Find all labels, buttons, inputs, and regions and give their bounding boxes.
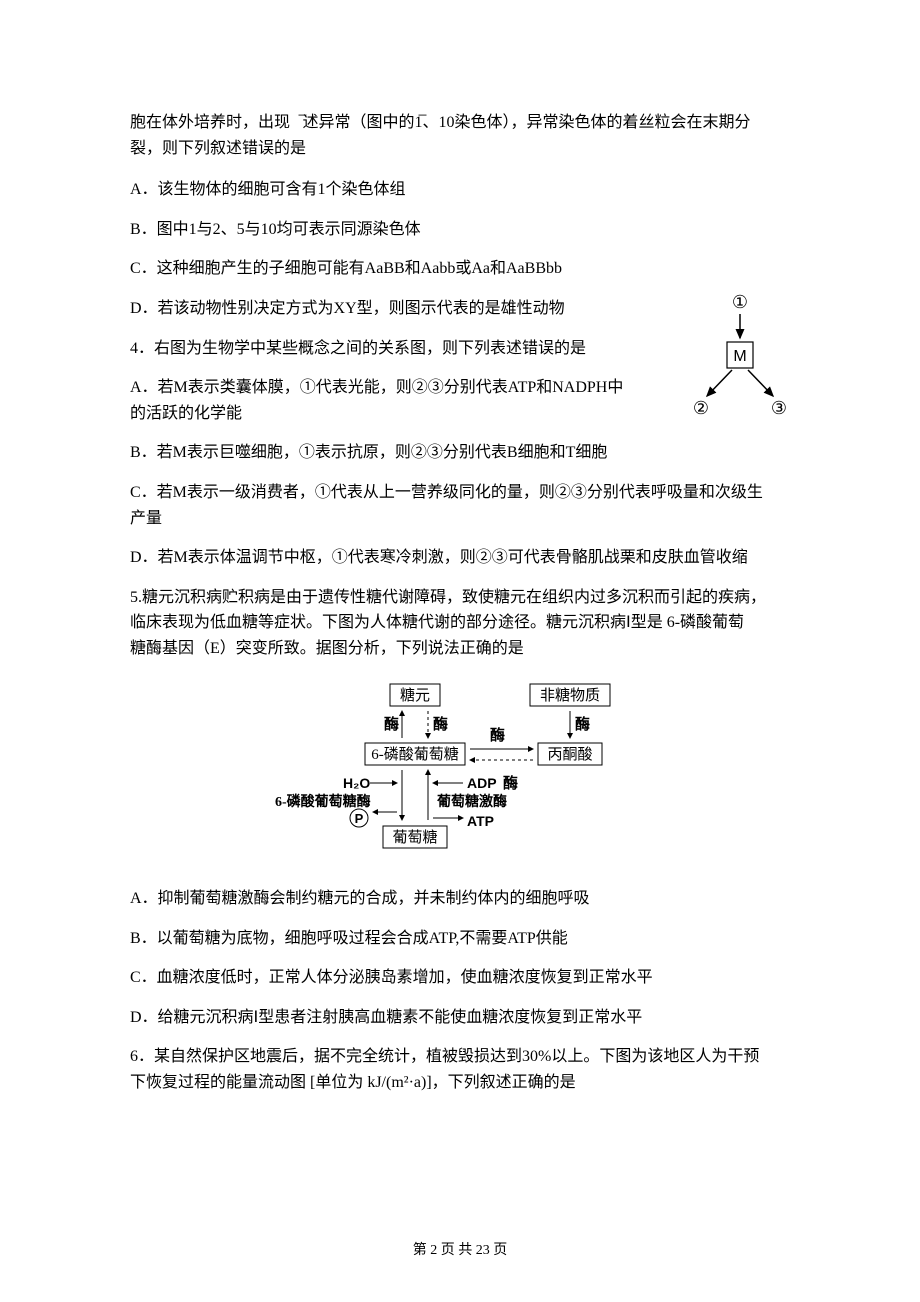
label-putao: 葡萄糖 — [392, 829, 437, 846]
q3-option-a: A．该生物体的细胞可含有1个染色体组 — [130, 177, 790, 203]
q5-option-c: C．血糖浓度低时，正常人体分泌胰岛素增加，使血糖浓度恢复到正常水平 — [130, 965, 790, 991]
q6-stem-l1: 6．某自然保护区地震后，据不完全统计，植被毁损达到30%以上。下图为该地区人为干… — [130, 1044, 790, 1070]
q5-option-b: B．以葡萄糖为底物，细胞呼吸过程会合成ATP,不需要ATP供能 — [130, 926, 790, 952]
q5-stem-l2: 临床表现为低血糖等症状。下图为人体糖代谢的部分途径。糖元沉积病Ⅰ型是 6-磷酸葡… — [130, 610, 790, 636]
label-adp: ADP — [467, 775, 497, 791]
label-p: P — [355, 811, 364, 826]
node-2: ② — [693, 398, 709, 418]
q5-stem-l3: 糖酶基因（E）突变所致。据图分析，下列说法正确的是 — [130, 636, 790, 662]
node-1: ① — [732, 292, 748, 312]
node-3: ③ — [771, 398, 787, 418]
arrow-m-2 — [707, 370, 732, 396]
q3-option-c: C．这种细胞产生的子细胞可能有AaBB和Aabb或Aa和AaBBbb — [130, 256, 790, 282]
mei-right: 酶 — [433, 715, 448, 733]
q4-block: 4．右图为生物学中某些概念之间的关系图，则下列表述错误的是 A．若M表示类囊体膜… — [130, 336, 790, 427]
label-feitang: 非糖物质 — [540, 687, 600, 704]
q4-diagram: ① M ② ③ — [685, 292, 795, 412]
arrow-m-3 — [748, 370, 773, 396]
q4-option-b: B．若M表示巨噬细胞，①表示抗原，则②③分别代表B细胞和T细胞 — [130, 440, 790, 466]
footer-total: 23 — [476, 1243, 490, 1258]
mei-ft: 酶 — [575, 715, 590, 733]
mei-left: 酶 — [384, 715, 399, 733]
label-atp: ATP — [467, 813, 494, 829]
label-tangyuan: 糖元 — [400, 687, 430, 704]
footer-post: 页 — [490, 1243, 508, 1258]
q4-option-c-l2: 产量 — [130, 506, 790, 532]
label-bingtong: 丙酮酸 — [547, 746, 592, 763]
label-6pmei: 6-磷酸葡萄糖酶 — [275, 793, 371, 810]
q5-option-d: D．给糖元沉积病Ⅰ型患者注射胰高血糖素不能使血糖浓度恢复到正常水平 — [130, 1005, 790, 1031]
intro-line1: 胞在体外培养时，出现了̅述异常（图中的1̅、10染色体），异常染色体的着丝粒会在… — [130, 110, 790, 136]
page-footer: 第 2 页 共 23 页 — [0, 1240, 920, 1262]
q5-stem-l1: 5.糖元沉积病贮积病是由于遗传性糖代谢障碍，致使糖元在组织内过多沉积而引起的疾病… — [130, 585, 790, 611]
q4-option-a-l2: 的活跃的化学能 — [130, 401, 660, 427]
q4-option-a-l1: A．若M表示类囊体膜，①代表光能，则②③分别代表ATP和NADPH中 — [130, 375, 660, 401]
q6-stem-l2: 下恢复过程的能量流动图 [单位为 kJ/(m²·a)]，下列叙述正确的是 — [130, 1070, 790, 1096]
intro-line2: 裂，则下列叙述错误的是 — [130, 136, 790, 162]
q4-option-d: D．若M表示体温调节中枢，①代表寒冷刺激，则②③可代表骨骼肌战栗和皮肤血管收缩 — [130, 545, 790, 571]
q3-option-b: B．图中1与2、5与10均可表示同源染色体 — [130, 217, 790, 243]
q5-option-a: A．抑制葡萄糖激酶会制约糖元的合成，并未制约体内的细胞呼吸 — [130, 886, 790, 912]
footer-pre: 第 — [413, 1243, 431, 1258]
q4-option-c-l1: C．若M表示一级消费者，①代表从上一营养级同化的量，则②③分别代表呼吸量和次级生 — [130, 480, 790, 506]
label-jimai: 葡萄糖激酶 — [436, 793, 507, 810]
q5-diagram: 糖元 非糖物质 酶 酶 酶 6-磷酸葡萄糖 丙酮酸 — [275, 678, 645, 867]
q4-stem: 4．右图为生物学中某些概念之间的关系图，则下列表述错误的是 — [130, 336, 660, 362]
node-m: M — [733, 348, 746, 365]
label-h2o: H₂O — [343, 775, 370, 791]
mei-mid: 酶 — [490, 726, 505, 744]
mei-adp: 酶 — [503, 774, 518, 792]
footer-mid: 页 共 — [437, 1243, 476, 1258]
label-6p: 6-磷酸葡萄糖 — [371, 746, 459, 763]
